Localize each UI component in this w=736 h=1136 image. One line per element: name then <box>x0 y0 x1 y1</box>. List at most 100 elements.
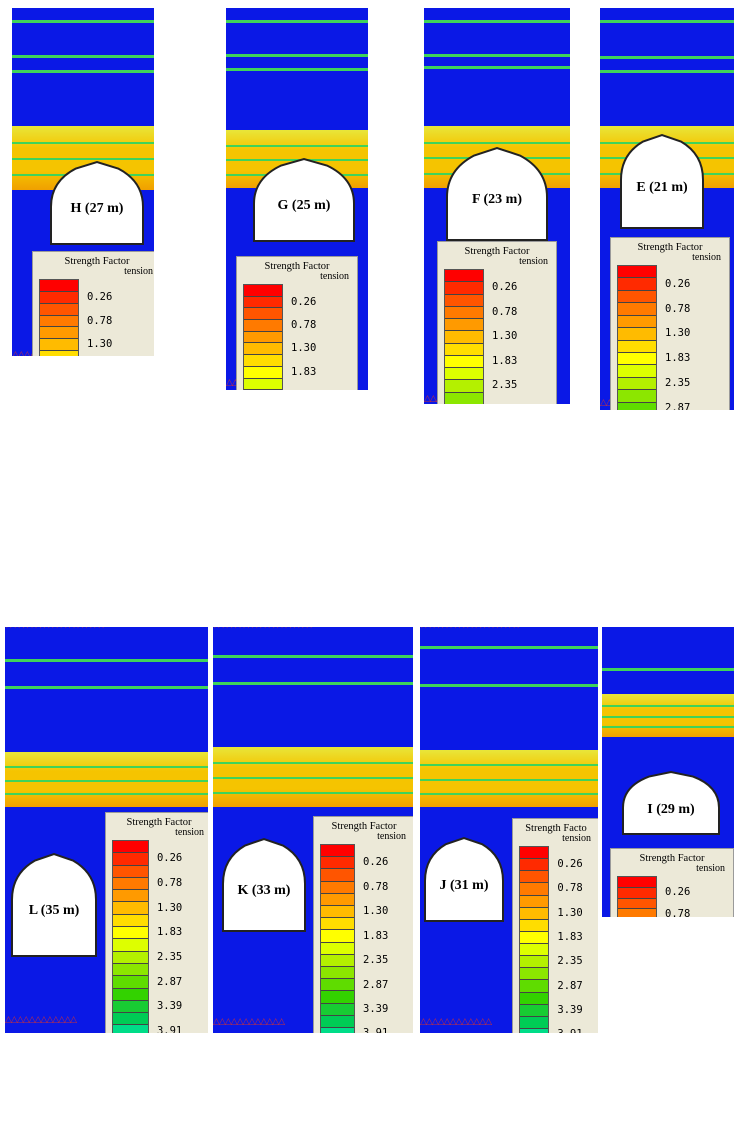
legend-swatch <box>321 930 354 943</box>
legend-tick-label: 0.78 <box>665 302 691 315</box>
support-boundary-hatch: △△△△△△△△△△△△ <box>213 1017 285 1027</box>
rock-bolt-line <box>213 777 413 779</box>
tunnel-outline-icon <box>424 836 504 922</box>
legend-swatch <box>244 378 282 390</box>
legend-tick-label: 1.30 <box>87 338 113 351</box>
legend-swatch <box>40 315 78 328</box>
legend-tick-label: 2.87 <box>557 979 583 992</box>
legend-tick-label: 1.30 <box>291 342 317 355</box>
legend-swatch <box>445 368 483 381</box>
legend-tick-label: 0.78 <box>87 314 113 327</box>
legend-swatch <box>520 944 549 957</box>
model-panel-k: K (33 m) △△△△△△△△△△△△ × × × × × × × × × × … <box>213 627 413 1033</box>
legend-swatch <box>40 327 78 340</box>
tunnel-outline-icon <box>622 770 720 835</box>
legend-swatch <box>244 320 282 332</box>
legend-tick-label: 0.78 <box>291 318 317 331</box>
legend-tick-label: 0.26 <box>87 290 113 303</box>
tunnel-opening: L (35 m) <box>10 852 98 958</box>
support-boundary-hatch: × × × × × × × × × × × × <box>213 627 313 631</box>
legend-swatch <box>244 308 282 321</box>
legend-tick-label: 2.35 <box>665 377 691 390</box>
legend-tick-label: 1.83 <box>363 929 389 942</box>
legend-tick-label: 0.26 <box>557 858 583 871</box>
tunnel-label: J (31 m) <box>439 877 489 893</box>
legend-tick-label: 0.78 <box>492 305 518 318</box>
rock-bolt-line <box>424 54 570 57</box>
legend-tick-label: 2.35 <box>156 950 183 963</box>
legend-tick-label: 0.26 <box>156 852 183 865</box>
legend-subtitle: tension <box>124 266 153 277</box>
tunnel-opening: I (29 m) <box>621 770 721 836</box>
legend-swatch <box>321 1015 354 1029</box>
legend-tick-label: 1.30 <box>156 901 183 914</box>
legend-tick-label: 0.26 <box>363 856 389 869</box>
rock-bolt-line <box>12 142 154 144</box>
legend-tick-label: 3.91 <box>363 1027 388 1033</box>
tunnel-opening: J (31 m) <box>423 836 505 923</box>
legend-swatch <box>244 331 282 344</box>
legend-swatch <box>40 339 78 352</box>
legend-tick-label: 3.39 <box>557 1003 583 1016</box>
legend-swatch <box>618 340 656 353</box>
tunnel-label: L (35 m) <box>28 902 80 918</box>
strength-factor-legend: Strength Factortension0.260.781.301.832.… <box>32 251 154 356</box>
legend-swatch <box>321 1028 354 1033</box>
rock-bolt-line <box>602 715 734 718</box>
legend-swatch <box>321 967 354 980</box>
legend-swatch <box>113 1025 148 1033</box>
legend-title: Strength Factor <box>331 821 397 832</box>
legend-swatch <box>113 927 148 940</box>
legend-swatch <box>321 845 354 858</box>
tunnel-opening: G (25 m) <box>252 157 356 243</box>
tunnel-label: E (21 m) <box>636 179 688 195</box>
legend-swatch <box>520 847 549 860</box>
legend-swatch <box>618 877 656 888</box>
legend-swatch <box>113 853 148 866</box>
legend-tick-label: 2.35 <box>492 379 518 392</box>
legend-swatch <box>445 380 483 393</box>
tunnel-outline-icon <box>222 837 306 932</box>
legend-swatch <box>321 954 354 968</box>
legend-swatch <box>445 306 483 319</box>
legend-tick-label: 2.35 <box>363 954 389 967</box>
legend-tick-label: 1.30 <box>492 330 518 343</box>
tunnel-outline-icon <box>253 157 355 242</box>
rock-bolt-line <box>213 792 413 794</box>
legend-swatch <box>113 988 148 1001</box>
legend-swatch <box>445 282 483 295</box>
legend-swatch <box>618 352 656 366</box>
legend-title: Strength Factor <box>64 256 130 267</box>
legend-swatch <box>40 351 78 356</box>
rock-bolt-line <box>5 793 208 796</box>
tunnel-opening: H (27 m) <box>49 160 145 246</box>
legend-swatch <box>321 942 354 955</box>
legend-swatch <box>113 890 148 903</box>
legend-title: Strength Factor <box>126 817 192 828</box>
legend-tick-label: 2.35 <box>557 955 583 968</box>
legend-swatch <box>113 1013 148 1026</box>
rock-bolt-line <box>424 20 570 23</box>
legend-swatch <box>618 887 656 899</box>
legend-tick-label: 1.30 <box>665 327 691 340</box>
legend-swatch <box>321 869 354 882</box>
legend-color-scale <box>519 846 550 1033</box>
legend-tick-label: 0.26 <box>492 281 518 294</box>
legend-swatch <box>618 278 656 291</box>
legend-swatch <box>520 883 549 896</box>
legend-swatch <box>520 907 549 920</box>
model-panel-i: I (29 m)Strength Factortension0.260.781.… <box>602 627 734 917</box>
legend-swatch <box>520 1004 549 1017</box>
legend-subtitle: tension <box>692 252 721 263</box>
model-panel-e: E (21 m)△△△△△△△△△△△△Strength Factortensi… <box>600 8 734 410</box>
legend-color-scale <box>617 876 657 917</box>
strength-factor-legend: Strength Facto tension 0.26 0.78 1.30 1.83 2.3… <box>512 818 598 1033</box>
model-panel-j: J (31 m) △△△△△△△△△△△△ × × × × × × × × × × … <box>420 627 598 1033</box>
model-panel-h: H (27 m)△△△△△△△△△△△△Strength Factortensi… <box>12 8 154 356</box>
legend-subtitle: tension <box>519 256 548 267</box>
legend-tick-label: 3.91 <box>156 1024 183 1033</box>
legend-tick-label: 1.30 <box>363 905 389 918</box>
legend-swatch <box>113 963 148 977</box>
